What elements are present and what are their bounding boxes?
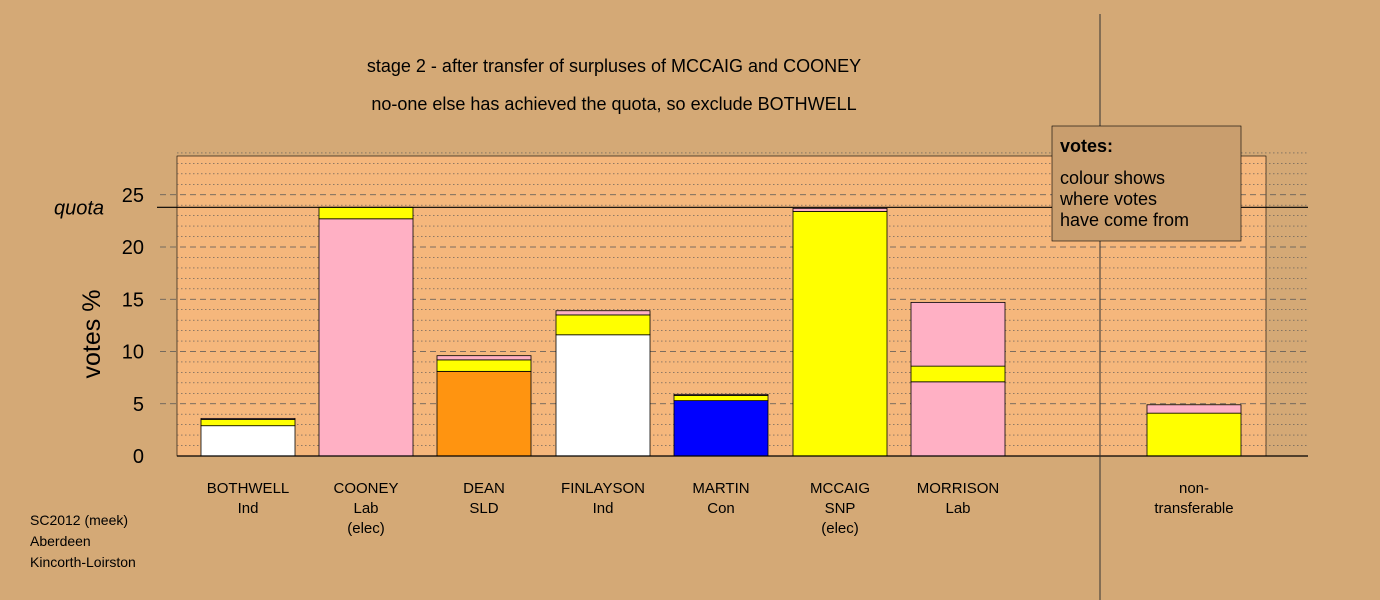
x-tick-label: MORRISON bbox=[917, 480, 1000, 497]
bars bbox=[200, 206, 1242, 457]
legend-line-2: where votes bbox=[1059, 189, 1157, 209]
bar-segment bbox=[910, 365, 1006, 383]
bar-segment bbox=[555, 310, 651, 316]
x-tick-label: COONEY bbox=[333, 480, 398, 497]
bar-segment bbox=[318, 218, 414, 457]
bar-segment bbox=[673, 394, 769, 402]
bar-segment bbox=[792, 211, 888, 457]
legend-box: votes: colour shows where votes have com… bbox=[1051, 125, 1242, 242]
legend-line-1: colour shows bbox=[1060, 168, 1165, 188]
footer-line-3: Kincorth-Loirston bbox=[30, 554, 136, 570]
y-ticks: 0 5 10 15 20 25 bbox=[122, 185, 144, 468]
bar-segment bbox=[436, 355, 532, 361]
legend-line-3: have come from bbox=[1060, 210, 1189, 230]
bar-segment bbox=[318, 206, 414, 220]
y-axis-label: votes % bbox=[78, 290, 106, 379]
x-tick-label: BOTHWELL bbox=[207, 480, 290, 497]
x-tick-label: non- bbox=[1179, 480, 1209, 497]
chart-title: stage 2 - after transfer of surpluses of… bbox=[367, 56, 861, 76]
legend-frame bbox=[1051, 125, 1242, 242]
legend-heading: votes: bbox=[1060, 136, 1113, 156]
x-tick-label: Ind bbox=[238, 500, 259, 517]
bar-segment bbox=[910, 381, 1006, 457]
footer-line-1: SC2012 (meek) bbox=[30, 512, 128, 528]
x-tick-label: Lab bbox=[945, 500, 970, 517]
bar-segment bbox=[200, 425, 296, 457]
footer-line-2: Aberdeen bbox=[30, 533, 91, 549]
y-tick-label: 5 bbox=[133, 394, 144, 416]
bar-segment bbox=[1146, 412, 1242, 457]
bar-segment bbox=[673, 393, 769, 396]
bar-segment bbox=[555, 314, 651, 336]
bar-segment bbox=[436, 370, 532, 457]
bar-segment bbox=[792, 207, 888, 212]
x-tick-label: SNP bbox=[825, 500, 856, 517]
x-tick-label: Lab bbox=[353, 500, 378, 517]
x-tick-label: (elec) bbox=[347, 520, 385, 537]
x-tick-label: SLD bbox=[469, 500, 498, 517]
bar-segment bbox=[555, 334, 651, 457]
y-tick-label: 20 bbox=[122, 237, 144, 259]
bar-segment bbox=[200, 417, 296, 420]
y-tick-label: 10 bbox=[122, 342, 144, 364]
y-tick-label: 0 bbox=[133, 446, 144, 468]
chart-subtitle: no-one else has achieved the quota, so e… bbox=[371, 94, 856, 114]
x-tick-label: DEAN bbox=[463, 480, 505, 497]
bar-segment bbox=[200, 419, 296, 427]
x-tick-label: Ind bbox=[593, 500, 614, 517]
x-tick-label: Con bbox=[707, 500, 735, 517]
x-labels: BOTHWELL Ind COONEY Lab (elec) DEAN SLD FINLAYS… bbox=[207, 480, 1234, 537]
x-tick-label: MARTIN bbox=[692, 480, 749, 497]
bar-segment bbox=[1146, 404, 1242, 414]
footer: SC2012 (meek) Aberdeen Kincorth-Loirston bbox=[30, 512, 136, 570]
bar-segment bbox=[436, 359, 532, 372]
bar-segment bbox=[910, 301, 1006, 367]
x-tick-label: (elec) bbox=[821, 520, 859, 537]
x-tick-label: FINLAYSON bbox=[561, 480, 645, 497]
y-tick-label: 15 bbox=[122, 289, 144, 311]
x-tick-label: MCCAIG bbox=[810, 480, 870, 497]
quota-label: quota bbox=[54, 197, 104, 219]
bar-segment bbox=[673, 400, 769, 457]
y-tick-label: 25 bbox=[122, 185, 144, 207]
x-tick-label: transferable bbox=[1154, 500, 1233, 517]
